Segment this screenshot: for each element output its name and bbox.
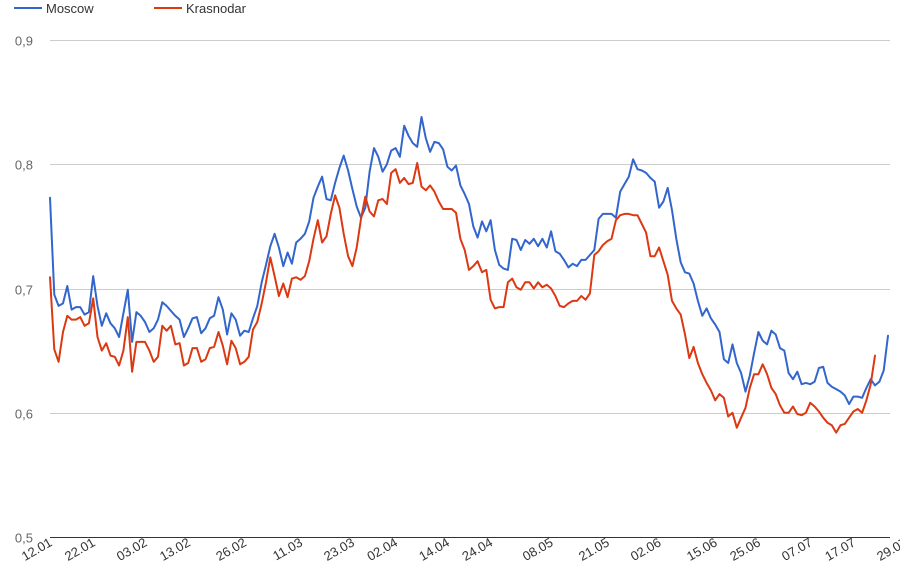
x-tick-label: 11.03 [270, 535, 305, 564]
series-line-moscow [49, 116, 889, 406]
x-tick-label: 17.07 [822, 535, 858, 564]
x-tick-label: 02.04 [364, 535, 400, 564]
x-tick-label: 14.04 [416, 535, 452, 564]
x-tick-label: 25.06 [727, 535, 763, 564]
gridlines [50, 40, 890, 538]
x-tick-label: 29.07 [874, 535, 900, 564]
y-tick-label: 0,7 [15, 283, 33, 298]
series-line-krasnodar [49, 162, 876, 434]
legend-label-moscow: Moscow [46, 1, 94, 16]
legend: Moscow Krasnodar [14, 1, 247, 16]
x-tick-label: 08.05 [520, 535, 556, 564]
y-tick-label: 0,6 [15, 407, 33, 422]
x-tick-label: 21.05 [576, 535, 612, 564]
y-tick-label: 0,5 [15, 531, 33, 546]
y-tick-label: 0,9 [15, 34, 33, 49]
x-tick-label: 03.02 [114, 535, 150, 564]
x-axis: 12.01 22.01 03.02 13.02 26.02 11.03 23.03 02.04… [19, 535, 900, 564]
x-tick-label: 13.02 [157, 535, 193, 564]
x-tick-label: 22.01 [62, 535, 98, 564]
y-axis: 0,5 0,6 0,7 0,8 0,9 [15, 34, 33, 546]
series-lines [49, 116, 889, 434]
x-tick-label: 07.07 [779, 535, 815, 564]
x-tick-label: 24.04 [459, 535, 495, 564]
y-tick-label: 0,8 [15, 158, 33, 173]
x-tick-label: 15.06 [684, 535, 720, 564]
legend-label-krasnodar: Krasnodar [186, 1, 247, 16]
x-tick-label: 26.02 [213, 535, 249, 564]
x-tick-label: 23.03 [321, 535, 357, 564]
x-tick-label: 02.06 [628, 535, 664, 564]
